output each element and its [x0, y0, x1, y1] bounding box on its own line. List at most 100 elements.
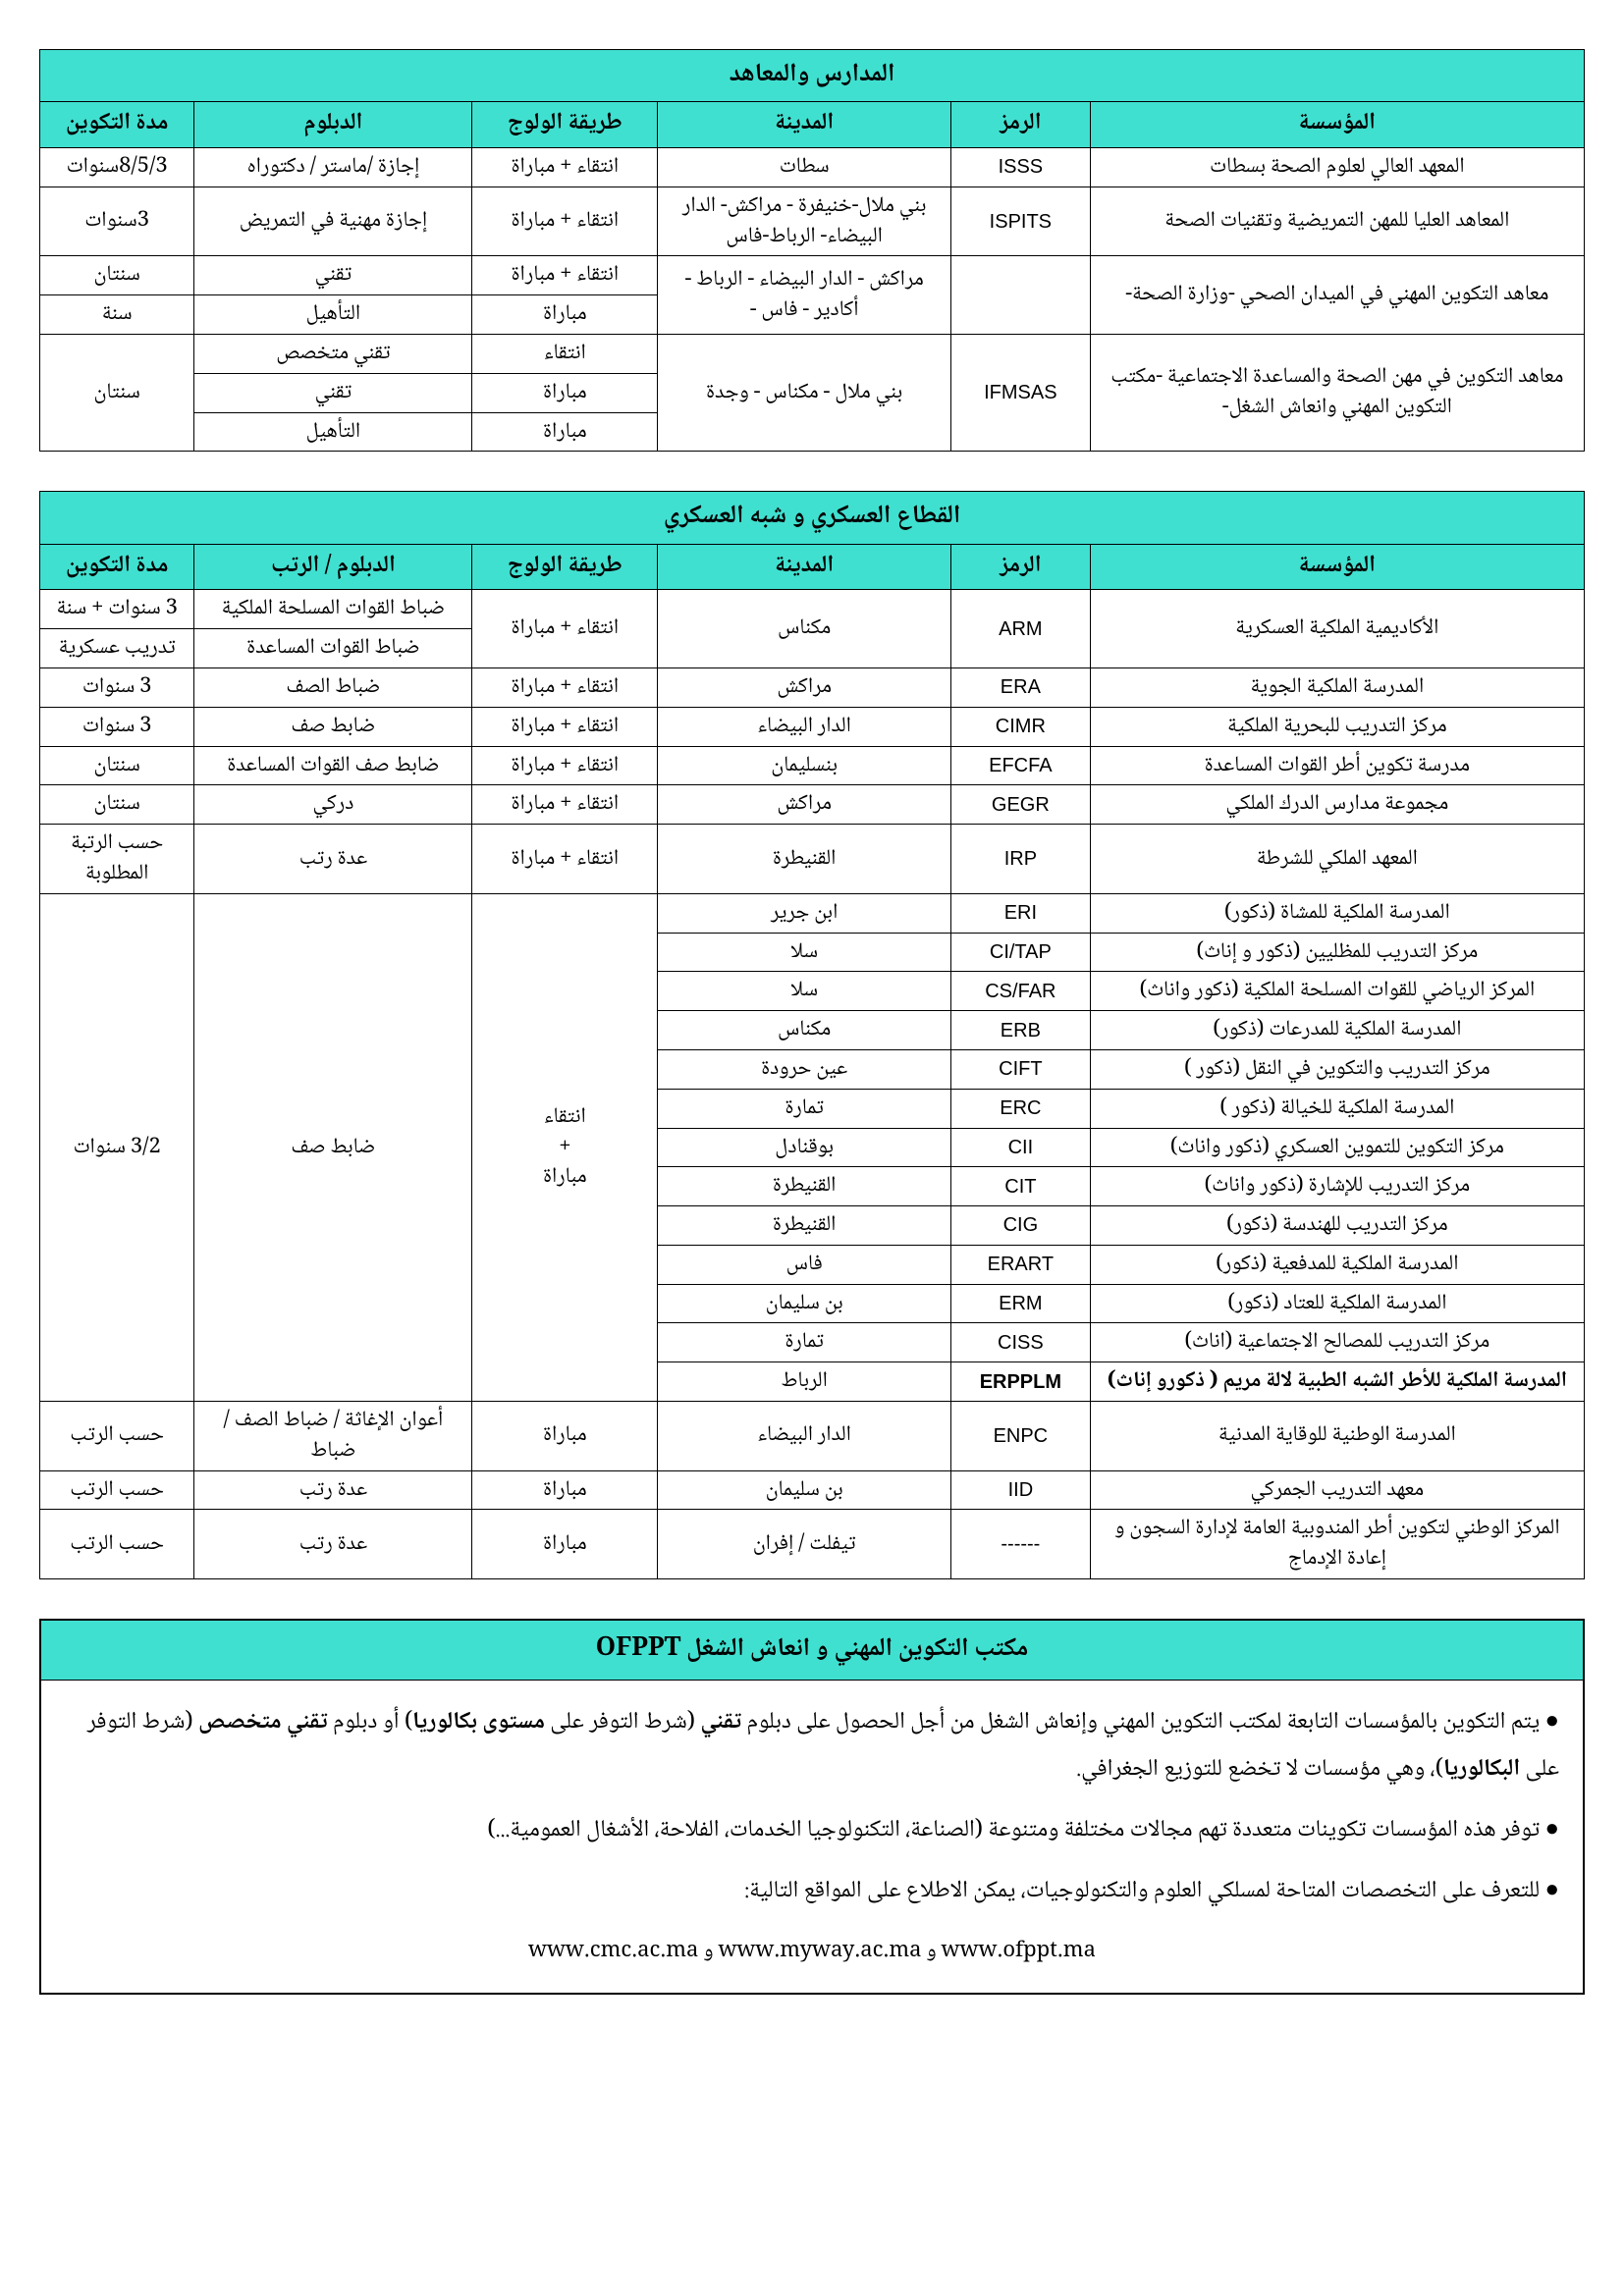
table-row: مركز التدريب للبحرية الملكية CIMR الدار … — [40, 707, 1585, 746]
cell-adm: انتقاء + مباراة — [472, 707, 658, 746]
cell-adm: انتقاء + مباراة — [472, 590, 658, 668]
cell-dur: سنتان — [40, 256, 194, 295]
cell-adm: مباراة — [472, 295, 658, 335]
cell-inst: معهد التدريب الجمركي — [1090, 1470, 1584, 1510]
table-row: المدرسة الملكية للمشاة (ذكور) ERI ابن جر… — [40, 893, 1585, 933]
cell-dur-grouped: 3/2 سنوات — [40, 893, 194, 1401]
cell-code: ISPITS — [951, 187, 1091, 256]
info-paragraph-1: ● يتم التكوين بالمؤسسات التابعة لمكتب ال… — [65, 1700, 1559, 1794]
cell-inst: الأكاديمية الملكية العسكرية — [1090, 590, 1584, 668]
cell-city: ابن جرير — [658, 893, 951, 933]
cell-dur: 8/5/3سنوات — [40, 147, 194, 187]
cell-city: بن سليمان — [658, 1284, 951, 1323]
table-row: مجموعة مدارس الدرك الملكي GEGR مراكش انت… — [40, 785, 1585, 825]
schools-institutes-table: المدارس والمعاهد المؤسسة الرمز المدينة ط… — [39, 49, 1585, 452]
cell-dip: دركي — [194, 785, 472, 825]
cell-code: IID — [951, 1470, 1091, 1510]
cell-code: ARM — [951, 590, 1091, 668]
cell-dip: أعوان الإغاثة / ضباط الصف /ضباط — [194, 1402, 472, 1471]
t1-h-duration: مدة التكوين — [40, 102, 194, 148]
cell-code: CII — [951, 1128, 1091, 1167]
table-row: المدرسة الملكية الجوية ERA مراكش انتقاء … — [40, 667, 1585, 707]
cell-city: القنيطرة — [658, 1167, 951, 1206]
cell-dur: 3سنوات — [40, 187, 194, 256]
cell-code: CS/FAR — [951, 972, 1091, 1011]
cell-dip: عدة رتب — [194, 1470, 472, 1510]
cell-inst: مركز التدريب للمظليين (ذكور و إناث) — [1090, 933, 1584, 972]
cell-city: فاس — [658, 1245, 951, 1284]
cell-adm: انتقاء + مباراة — [472, 746, 658, 785]
cell-dur: حسب الرتبة المطلوبة — [40, 825, 194, 894]
info-links: www.cmc.ac.ma و www.myway.ac.ma و www.of… — [65, 1930, 1559, 1973]
table-row: المعهد الملكي للشرطة IRP القنيطرة انتقاء… — [40, 825, 1585, 894]
cell-inst: مركز التكوين للتموين العسكري (ذكور واناث… — [1090, 1128, 1584, 1167]
ofppt-title: مكتب التكوين المهني و انعاش الشغل OFPPT — [41, 1621, 1583, 1681]
cell-city: سلا — [658, 972, 951, 1011]
cell-city: بن سليمان — [658, 1470, 951, 1510]
cell-city: مراكش - الدار البيضاء - الرباط - أكادير … — [658, 256, 951, 335]
cell-code: ERB — [951, 1011, 1091, 1050]
cell-code: CIFT — [951, 1049, 1091, 1089]
cell-adm: مباراة — [472, 1510, 658, 1579]
cell-city: سلا — [658, 933, 951, 972]
cell-city: سطات — [658, 147, 951, 187]
cell-dur: سنتان — [40, 785, 194, 825]
table-row: مدرسة تكوين أطر القوات المساعدة EFCFA بن… — [40, 746, 1585, 785]
cell-adm: انتقاء + مباراة — [472, 256, 658, 295]
cell-inst: المعهد الملكي للشرطة — [1090, 825, 1584, 894]
cell-inst: المدرسة الملكية للمدرعات (ذكور) — [1090, 1011, 1584, 1050]
cell-code: CIG — [951, 1206, 1091, 1246]
cell-code: CI/TAP — [951, 933, 1091, 972]
cell-city: بني ملال-خنيفرة - مراكش- الدار البيضاء- … — [658, 187, 951, 256]
cell-dip: عدة رتب — [194, 825, 472, 894]
cell-inst: مركز التدريب والتكوين في النقل (ذكور ) — [1090, 1049, 1584, 1089]
cell-inst: مركز التدريب للهندسة (ذكور) — [1090, 1206, 1584, 1246]
cell-city: مكناس — [658, 1011, 951, 1050]
cell-dip: تقني متخصص — [194, 334, 472, 373]
t2-h-code: الرمز — [951, 544, 1091, 590]
cell-inst: المعاهد العليا للمهن التمريضية وتقنيات ا… — [1090, 187, 1584, 256]
t2-h-city: المدينة — [658, 544, 951, 590]
cell-code: CIT — [951, 1167, 1091, 1206]
cell-inst: مركز التدريب للبحرية الملكية — [1090, 707, 1584, 746]
table-row: معاهد التكوين المهني في الميدان الصحي -و… — [40, 256, 1585, 295]
cell-inst: مجموعة مدارس الدرك الملكي — [1090, 785, 1584, 825]
t1-h-admission: طريقة الولوج — [472, 102, 658, 148]
cell-dur: 3 سنوات + سنة — [40, 590, 194, 629]
cell-city: الرباط — [658, 1362, 951, 1402]
cell-code: ERPPLM — [951, 1362, 1091, 1402]
cell-dip-grouped: ضابط صف — [194, 893, 472, 1401]
cell-dip: ضباط القوات المساعدة — [194, 629, 472, 668]
cell-inst: مركز التدريب للمصالح الاجتماعية (اناث) — [1090, 1323, 1584, 1362]
cell-adm: انتقاء — [472, 334, 658, 373]
table-row: المركز الوطني لتكوين أطر المندوبية العام… — [40, 1510, 1585, 1579]
cell-dip: عدة رتب — [194, 1510, 472, 1579]
cell-city: الدار البيضاء — [658, 707, 951, 746]
cell-inst: المدرسة الملكية الجوية — [1090, 667, 1584, 707]
cell-dur: 3 سنوات — [40, 667, 194, 707]
cell-inst: المركز الرياضي للقوات المسلحة الملكية (ذ… — [1090, 972, 1584, 1011]
cell-inst: المدرسة الملكية للعتاد (ذكور) — [1090, 1284, 1584, 1323]
cell-adm: مباراة — [472, 412, 658, 452]
cell-adm: مباراة — [472, 373, 658, 412]
cell-adm: مباراة — [472, 1402, 658, 1471]
cell-city: بنسليمان — [658, 746, 951, 785]
cell-code: ENPC — [951, 1402, 1091, 1471]
cell-inst: المركز الوطني لتكوين أطر المندوبية العام… — [1090, 1510, 1584, 1579]
cell-dip: إجازة مهنية في التمريض — [194, 187, 472, 256]
cell-dur: 3 سنوات — [40, 707, 194, 746]
t1-title: المدارس والمعاهد — [40, 50, 1585, 102]
cell-city: مكناس — [658, 590, 951, 668]
cell-dip: ضابط صف — [194, 707, 472, 746]
table-row: معهد التدريب الجمركي IID بن سليمان مبارا… — [40, 1470, 1585, 1510]
cell-adm: انتقاء + مباراة — [472, 825, 658, 894]
cell-dip: تقني — [194, 373, 472, 412]
cell-city: تمارة — [658, 1089, 951, 1128]
cell-inst: معاهد التكوين المهني في الميدان الصحي -و… — [1090, 256, 1584, 335]
cell-dip: ضباط الصف — [194, 667, 472, 707]
table-row: الأكاديمية الملكية العسكرية ARM مكناس ان… — [40, 590, 1585, 629]
cell-dip: ضابط صف القوات المساعدة — [194, 746, 472, 785]
cell-code: ------ — [951, 1510, 1091, 1579]
cell-code: ERART — [951, 1245, 1091, 1284]
t1-h-code: الرمز — [951, 102, 1091, 148]
